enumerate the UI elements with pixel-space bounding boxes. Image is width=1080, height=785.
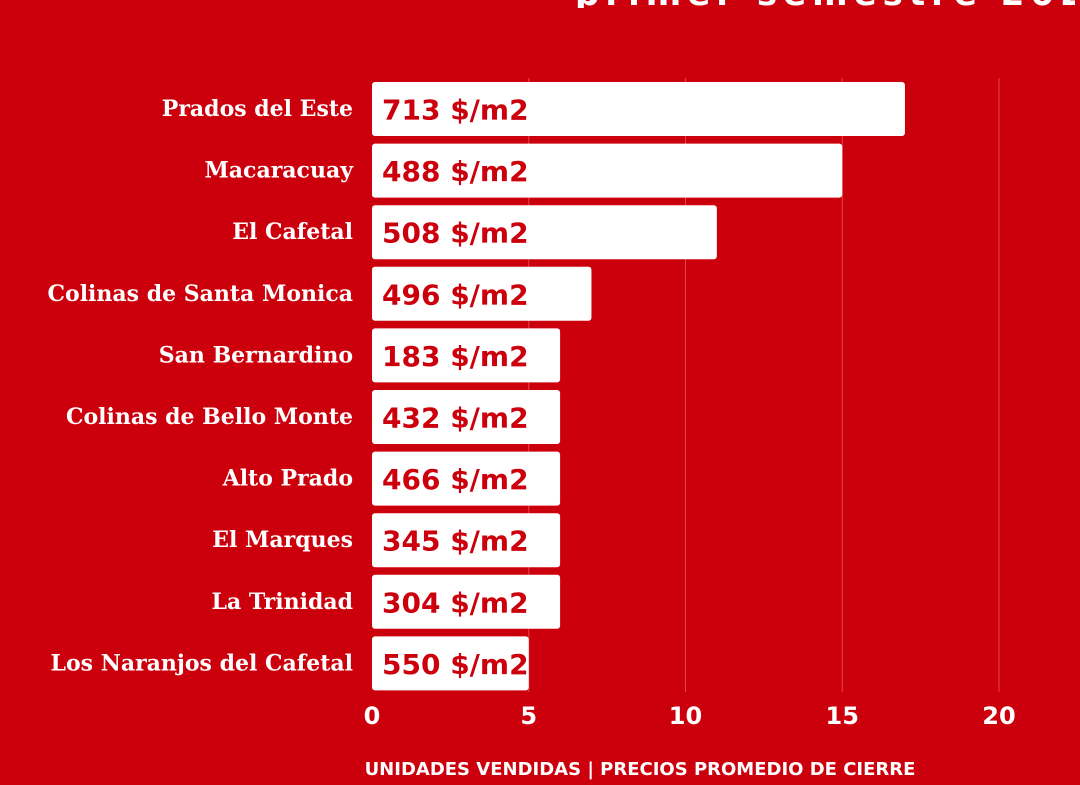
bar (372, 143, 843, 198)
x-axis-label: UNIDADES VENDIDAS | PRECIOS PROMEDIO DE … (364, 759, 916, 780)
category-label: Alto Prado (222, 466, 353, 492)
category-label: Macaracuay (204, 158, 354, 184)
category-label: Colinas de Santa Monica (48, 281, 353, 307)
category-label: La Trinidad (212, 589, 353, 615)
x-tick-label: 20 (982, 702, 1015, 730)
data-label: 345 $/m2 (382, 525, 529, 558)
chart-title: primer semestre 2023 (575, 0, 1075, 8)
data-label: 432 $/m2 (382, 402, 529, 435)
data-label: 466 $/m2 (382, 463, 529, 496)
data-label: 713 $/m2 (382, 94, 529, 127)
category-label: San Bernardino (159, 342, 353, 368)
bar (372, 82, 905, 136)
data-label: 496 $/m2 (382, 278, 529, 311)
x-axis-ticks: 0 5 10 15 20 (364, 702, 1016, 730)
bar (372, 574, 561, 629)
bar (372, 266, 592, 321)
data-label: 183 $/m2 (382, 340, 529, 373)
category-label: Prados del Este (162, 96, 353, 122)
bar (372, 205, 717, 260)
category-label: El Marques (212, 527, 353, 553)
category-labels: Prados del Este Macaracuay El Cafetal Colin… (48, 96, 355, 676)
bar (372, 451, 561, 506)
bar (372, 328, 561, 383)
x-tick-label: 10 (669, 702, 702, 730)
data-labels: 713 $/m2 488 $/m2 508 $/m2 496 $/m2 183 $/m2… (382, 94, 529, 681)
x-tick-label: 0 (364, 702, 381, 730)
category-label: El Cafetal (232, 219, 353, 245)
data-label: 508 $/m2 (382, 217, 529, 250)
x-tick-label: 15 (826, 702, 859, 730)
category-label: Los Naranjos del Cafetal (51, 650, 353, 676)
bar (372, 390, 561, 444)
data-label: 488 $/m2 (382, 155, 529, 188)
data-label: 550 $/m2 (382, 648, 529, 681)
bar (372, 513, 561, 568)
data-label: 304 $/m2 (382, 586, 529, 619)
x-tick-label: 5 (520, 702, 537, 730)
category-label: Colinas de Bello Monte (66, 404, 353, 430)
bars (372, 82, 905, 691)
bar (372, 636, 529, 691)
